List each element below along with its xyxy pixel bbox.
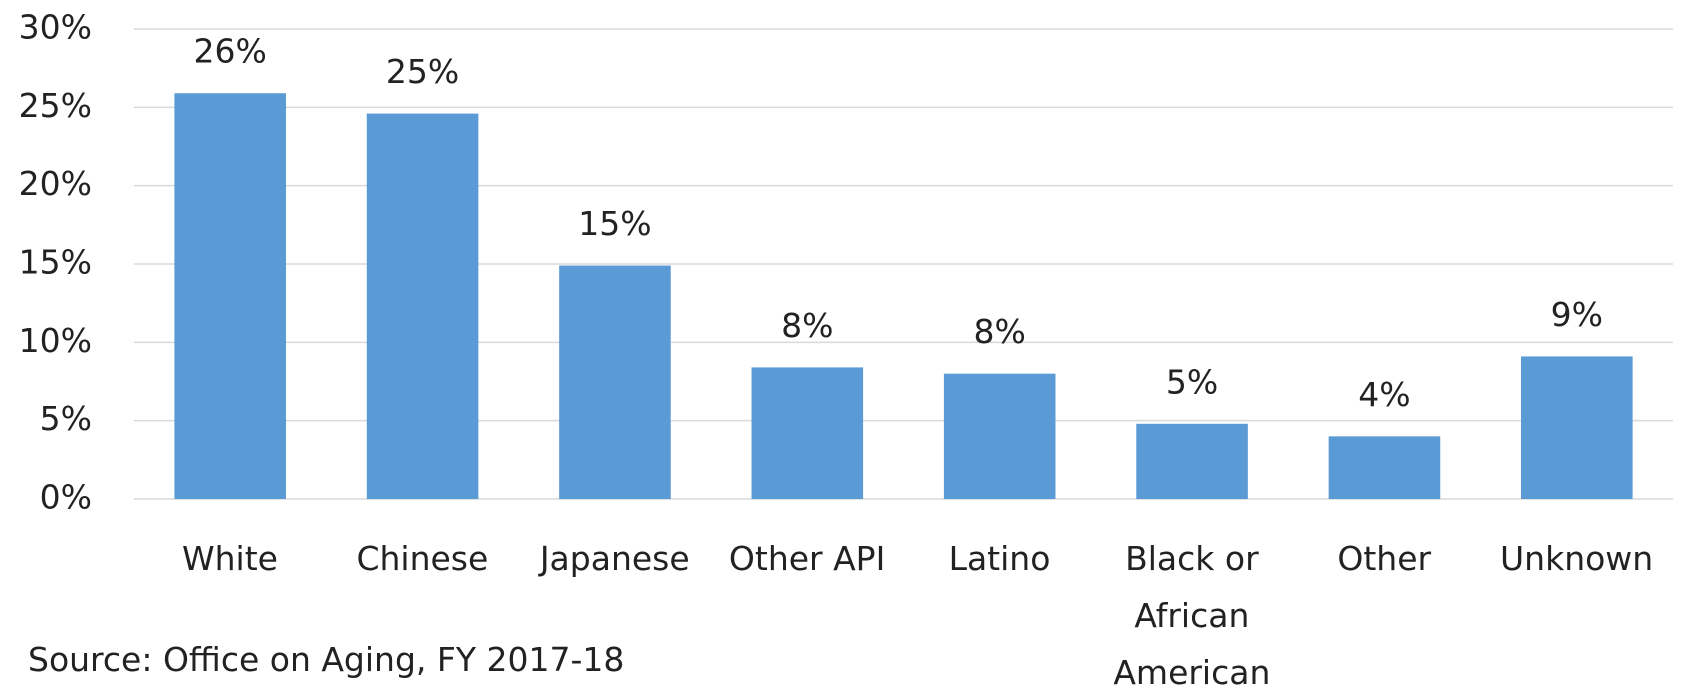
y-tick-label: 20% — [19, 164, 92, 203]
x-tick-label: Black or African American — [1113, 539, 1271, 688]
y-tick-label: 25% — [19, 86, 92, 125]
value-label: 26% — [194, 32, 267, 71]
x-tick-label: Chinese — [356, 539, 489, 578]
bar — [943, 373, 1056, 499]
x-tick-label: Latino — [948, 539, 1051, 578]
bar — [1521, 356, 1633, 499]
y-tick-label: 5% — [40, 399, 92, 438]
bar — [559, 265, 671, 499]
value-label: 8% — [781, 306, 833, 345]
x-tick-label: Japanese — [539, 539, 690, 578]
bar — [366, 113, 479, 499]
bar — [174, 93, 286, 499]
value-label: 4% — [1358, 375, 1410, 414]
value-label: 25% — [386, 52, 459, 91]
value-label: 8% — [974, 312, 1026, 351]
y-tick-label: 30% — [19, 8, 92, 47]
x-tick-label: Unknown — [1500, 539, 1654, 578]
value-label: 9% — [1551, 295, 1603, 334]
source-note: Source: Office on Aging, FY 2017-18 — [28, 640, 625, 679]
value-label: 15% — [578, 204, 651, 243]
value-label: 5% — [1166, 362, 1218, 401]
x-tick-label: Other API — [728, 539, 886, 578]
bar — [1328, 436, 1441, 499]
bar — [751, 367, 864, 499]
x-tick-label: White — [182, 539, 278, 578]
y-tick-label: 15% — [19, 243, 92, 282]
bar — [1136, 423, 1248, 499]
y-tick-label: 10% — [19, 321, 92, 360]
y-tick-label: 0% — [40, 478, 92, 517]
x-tick-label: Other — [1337, 539, 1432, 578]
